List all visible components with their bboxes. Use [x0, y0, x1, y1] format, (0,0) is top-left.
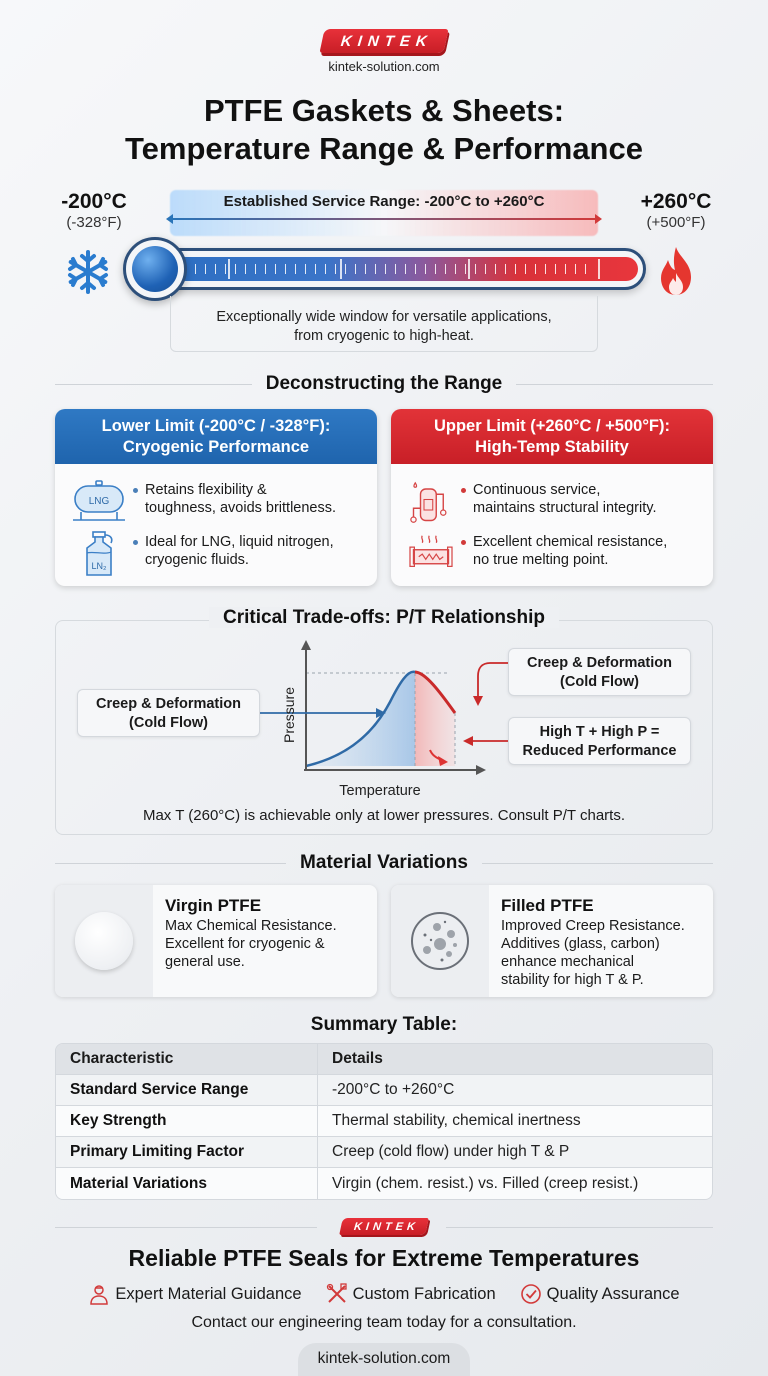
section-heading-tradeoffs: Critical Trade-offs: P/T Relationship: [0, 607, 768, 629]
low-temp-label: -200°C (-328°F): [61, 190, 127, 231]
right-callout-reduced-performance: High T + High P = Reduced Performance: [508, 717, 691, 765]
feature-expert-guidance: Expert Material Guidance: [88, 1283, 302, 1305]
x-axis-label: Temperature: [339, 783, 421, 799]
high-temp-label: +260°C (+500°F): [640, 190, 712, 231]
reactor-vessel-icon: [410, 481, 447, 523]
ln2-bottle-icon: LN₂: [86, 531, 113, 576]
section-heading-deconstruct: Deconstructing the Range: [55, 373, 713, 395]
range-double-arrow: [166, 214, 602, 224]
footer-kintek-logo: KINTEK: [339, 1218, 429, 1235]
range-note: Exceptionally wide window for versatile …: [170, 296, 598, 352]
tick-major: [340, 259, 342, 279]
lower-bullet-2-text: Ideal for LNG, liquid nitrogen, cryogeni…: [131, 533, 334, 569]
column-header: Details: [318, 1044, 712, 1075]
summary-table: Characteristic Details Standard Service …: [55, 1043, 713, 1200]
header-url[interactable]: kintek-solution.com: [328, 59, 440, 74]
thermometer-ticks: [195, 264, 595, 274]
feature-list: Expert Material Guidance Custom Fabricat…: [0, 1283, 768, 1305]
lower-bullet-2: LN₂ Ideal for LNG, liquid nitrogen, cryo…: [55, 531, 377, 586]
filled-disc-icon: [391, 885, 489, 997]
check-badge-icon: [520, 1284, 541, 1304]
footer-divider-right: [446, 1227, 713, 1228]
tick-major: [598, 259, 600, 279]
table-row: Material Variations Virgin (chem. resist.…: [56, 1168, 712, 1199]
footer-url[interactable]: kintek-solution.com: [298, 1343, 470, 1376]
lower-bullet-1-text: Retains flexibility & toughness, avoids …: [131, 481, 336, 517]
expert-person-icon: [90, 1285, 109, 1305]
service-range-title: Established Service Range: -200°C to +26…: [223, 193, 545, 210]
virgin-ptfe-card: Virgin PTFE Max Chemical Resistance. Exc…: [55, 885, 377, 997]
left-callout-creep: Creep & Deformation (Cold Flow): [77, 689, 260, 737]
y-axis-label: Pressure: [281, 687, 297, 743]
feature-quality-assurance: Quality Assurance: [520, 1283, 680, 1305]
tick-major: [468, 259, 470, 279]
upper-limit-header: Upper Limit (+260°C / +500°F): High-Temp…: [391, 409, 713, 464]
feature-custom-fabrication: Custom Fabrication: [326, 1283, 496, 1305]
upper-bullet-1-text: Continuous service, maintains structural…: [459, 481, 656, 517]
pt-curve-chart: Pressure Temperature: [260, 640, 508, 785]
right-callout-creep: Creep & Deformation (Cold Flow): [508, 648, 691, 696]
upper-bullet-2-text: Excellent chemical resistance, no true m…: [459, 533, 667, 569]
tick-major: [228, 259, 230, 279]
upper-bullet-2: Excellent chemical resistance, no true m…: [391, 531, 713, 586]
lng-tank-icon: LNG: [73, 480, 125, 521]
flame-icon: [661, 247, 691, 295]
upper-limit-card: Upper Limit (+260°C / +500°F): High-Temp…: [391, 409, 713, 586]
table-row: Primary Limiting Factor Creep (cold flow)…: [56, 1137, 712, 1168]
lower-limit-header: Lower Limit (-200°C / -328°F): Cryogenic…: [55, 409, 377, 464]
tools-icon: [326, 1283, 347, 1303]
table-row: Standard Service Range -200°C to +260°C: [56, 1075, 712, 1106]
svg-text:LNG: LNG: [89, 496, 110, 507]
thermometer-bulb: [123, 237, 187, 301]
section-heading-materials: Material Variations: [55, 852, 713, 874]
contact-cta: Contact our engineering team today for a…: [191, 1314, 577, 1331]
x-axis-label: Temperature: [341, 783, 420, 785]
snowflake-icon: [68, 250, 108, 294]
virgin-disc-icon: [55, 885, 153, 997]
footer-title: Reliable PTFE Seals for Extreme Temperat…: [128, 1245, 640, 1271]
heated-pipe-icon: [409, 535, 453, 567]
page-title: PTFE Gaskets & Sheets: Temperature Range…: [125, 93, 643, 166]
tradeoff-note: Max T (260°C) is achievable only at lowe…: [142, 807, 626, 824]
filled-ptfe-card: Filled PTFE Improved Creep Resistance. A…: [391, 885, 713, 997]
lower-limit-card: Lower Limit (-200°C / -328°F): Cryogenic…: [55, 409, 377, 586]
svg-text:LN₂: LN₂: [92, 561, 108, 571]
range-highlight: [170, 190, 598, 236]
table-row: Key Strength Thermal stability, chemical …: [56, 1106, 712, 1137]
footer-divider-left: [55, 1227, 317, 1228]
table-header-row: Characteristic Details: [56, 1044, 712, 1075]
column-header: Characteristic: [56, 1044, 318, 1075]
upper-bullet-1: Continuous service, maintains structural…: [391, 479, 713, 535]
kintek-logo: KINTEK: [319, 29, 449, 53]
lower-bullet-1: LNG Retains flexibility & toughness, avo…: [55, 479, 377, 535]
summary-table-title: Summary Table:: [310, 1014, 458, 1035]
